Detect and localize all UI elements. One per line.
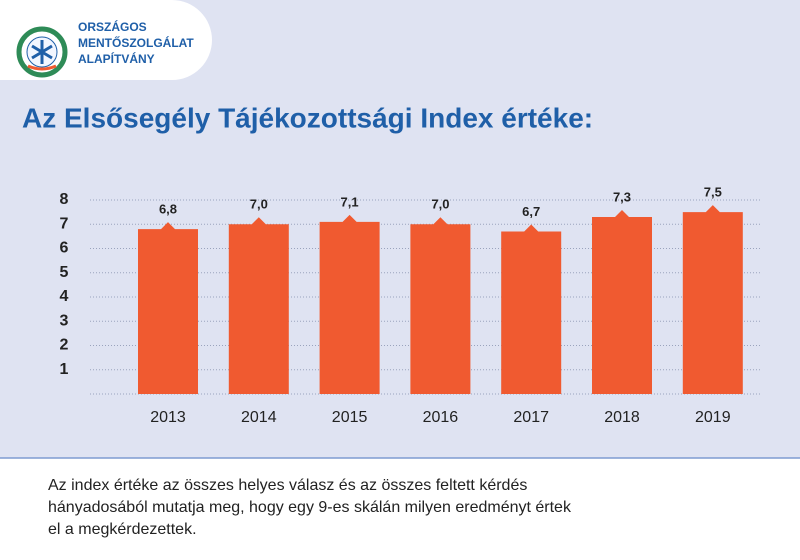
y-tick-label: 5 [60, 264, 69, 281]
footer-background [0, 458, 800, 560]
value-label: 7,1 [341, 194, 359, 209]
y-tick-label: 7 [60, 215, 69, 232]
bar [319, 214, 380, 394]
logo-text: MENTŐSZOLGÁLAT [78, 35, 194, 50]
footer-text: hányadosából mutatja meg, hogy egy 9-es … [48, 499, 572, 516]
value-label: 7,0 [250, 197, 268, 212]
value-label: 6,8 [159, 202, 177, 217]
value-label: 7,3 [613, 189, 631, 204]
logo-text: ORSZÁGOS [78, 19, 147, 34]
x-tick-label: 2013 [150, 409, 186, 426]
logo-text: ALAPÍTVÁNY [78, 51, 155, 66]
bar [592, 209, 652, 394]
x-tick-label: 2019 [695, 409, 731, 426]
logo-emblem [16, 26, 68, 78]
y-tick-label: 1 [60, 361, 69, 378]
value-label: 6,7 [522, 204, 540, 219]
bar [138, 222, 198, 394]
footer-text: Az index értéke az összes helyes válasz … [48, 477, 527, 494]
x-tick-label: 2014 [241, 409, 277, 426]
bar [410, 217, 471, 394]
value-label: 7,0 [431, 197, 449, 212]
bar [501, 224, 562, 394]
y-tick-label: 3 [60, 312, 69, 329]
y-tick-label: 6 [60, 240, 69, 257]
value-label: 7,5 [704, 185, 722, 200]
footer-text: el a megkérdezettek. [48, 521, 197, 538]
x-tick-label: 2018 [604, 409, 640, 426]
y-tick-label: 8 [60, 191, 69, 208]
y-tick-label: 2 [60, 337, 69, 354]
bar [682, 205, 743, 394]
x-tick-label: 2016 [423, 409, 459, 426]
y-tick-label: 4 [60, 288, 69, 305]
chart-title: Az Elsősegély Tájékozottsági Index érték… [22, 102, 593, 133]
x-tick-label: 2017 [513, 409, 549, 426]
bar [228, 217, 289, 394]
x-tick-label: 2015 [332, 409, 368, 426]
